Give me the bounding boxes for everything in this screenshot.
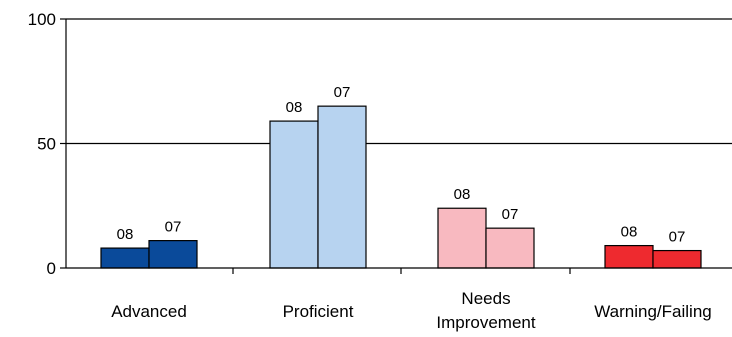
bar-2-07 xyxy=(485,227,535,269)
gridlines xyxy=(66,18,732,145)
category-label: Needs xyxy=(461,289,510,308)
bar-2-08 xyxy=(437,207,487,269)
y-tick-label: 0 xyxy=(47,259,56,278)
bar-series-label: 08 xyxy=(621,224,638,241)
y-tick-label: 50 xyxy=(37,135,56,154)
category-labels: Advanced Proficient Needs Improvement Warnin… xyxy=(111,289,712,332)
axes xyxy=(60,18,732,274)
bar-1-07 xyxy=(317,105,367,269)
category-label: Advanced xyxy=(111,302,187,321)
bar-series-label: 07 xyxy=(165,219,182,236)
bar-3-08 xyxy=(604,244,654,269)
category-label: Proficient xyxy=(283,302,354,321)
bar-3-07 xyxy=(652,249,702,269)
bars xyxy=(100,105,702,269)
bar-series-label: 07 xyxy=(334,84,351,101)
bar-series-label: 08 xyxy=(286,99,303,116)
bar-series-label: 08 xyxy=(454,186,471,203)
bar-series-label: 07 xyxy=(502,206,519,223)
bar-labels: 08 07 08 07 08 07 08 07 xyxy=(117,84,686,245)
bar-0-08 xyxy=(100,247,150,269)
category-label: Improvement xyxy=(436,313,535,332)
y-tick-labels: 0 50 100 xyxy=(28,10,56,278)
bar-0-07 xyxy=(148,240,198,269)
bar-1-08 xyxy=(269,120,319,269)
y-tick-label: 100 xyxy=(28,10,56,29)
bar-series-label: 07 xyxy=(669,229,686,246)
bar-series-label: 08 xyxy=(117,226,134,243)
category-label: Warning/Failing xyxy=(594,302,711,321)
